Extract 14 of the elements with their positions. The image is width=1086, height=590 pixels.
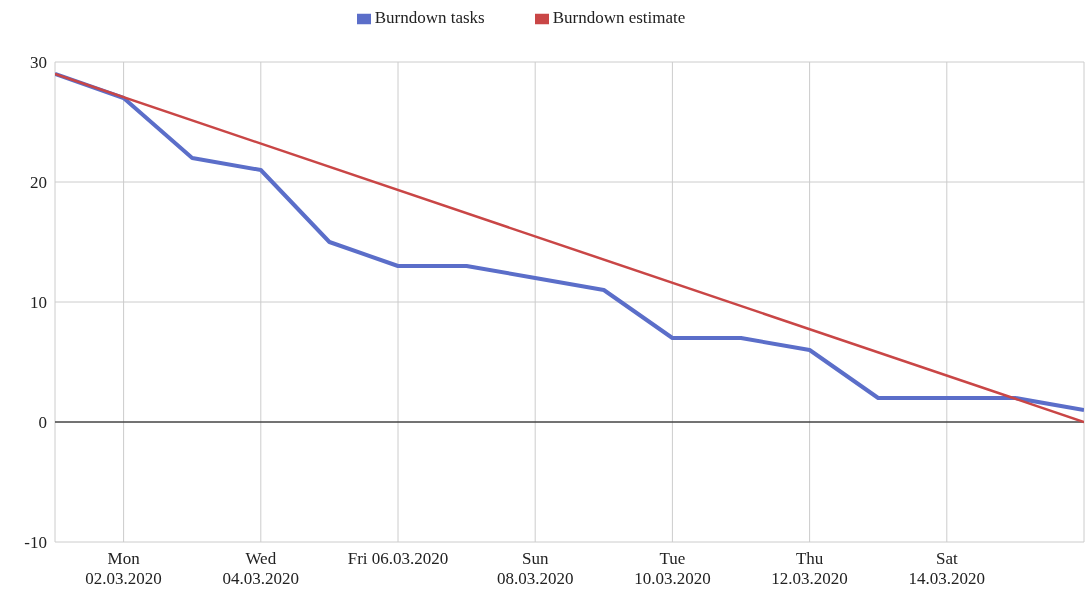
y-tick-label: 0 <box>38 413 47 433</box>
legend-label: Burndown estimate <box>552 8 686 27</box>
y-tick-label: 30 <box>30 53 47 73</box>
y-tick-label: 10 <box>30 293 47 313</box>
x-tick-label: Wed 04.03.2020 <box>222 549 300 588</box>
y-tick-label: 20 <box>30 173 47 193</box>
x-tick-label: Mon 02.03.2020 <box>85 549 162 588</box>
x-tick-label: Fri 06.03.2020 <box>347 549 449 568</box>
x-tick-label: Thu 12.03.2020 <box>771 549 848 588</box>
x-tick-label: Sat 14.03.2020 <box>908 549 986 588</box>
y-tick-label: -10 <box>24 533 47 553</box>
legend-label: Burndown tasks <box>374 8 485 27</box>
x-tick-label: Tue 10.03.2020 <box>634 549 711 588</box>
x-tick-label: Sun 08.03.2020 <box>496 549 574 588</box>
